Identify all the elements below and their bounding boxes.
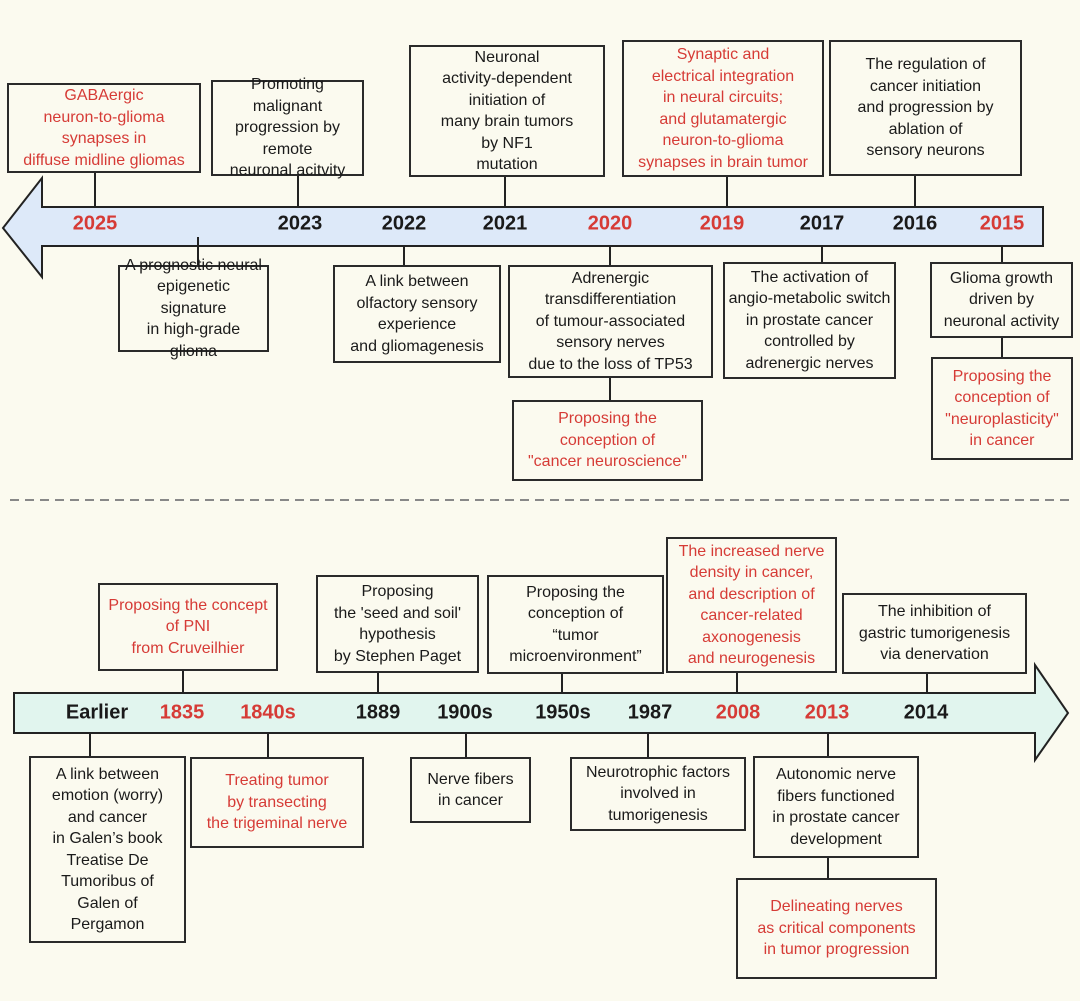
year-label: 1900s	[437, 701, 493, 724]
top-timeline-arrow	[1, 175, 1044, 280]
year-label: 2013	[804, 701, 850, 724]
year-label: 2015	[979, 212, 1025, 235]
event-box: Promoting malignant progression by remot…	[211, 76, 364, 179]
year-label: 2017	[799, 212, 845, 235]
event-box: Proposing the 'seed and soil' hypothesis…	[316, 575, 479, 673]
event-box: Adrenergic transdifferentiation of tumou…	[508, 265, 713, 378]
event-box: Synaptic and electrical integration in n…	[622, 40, 824, 177]
year-label: 1840s	[240, 701, 296, 724]
year-label: 1987	[627, 701, 673, 724]
event-box: Autonomic nerve fibers functioned in pro…	[753, 756, 919, 858]
event-box: Neuronal activity-dependent initiation o…	[409, 45, 605, 177]
year-label: 2019	[699, 212, 745, 235]
connector-lines	[89, 172, 1003, 878]
event-box: The regulation of cancer initiation and …	[829, 40, 1022, 176]
event-box: Neurotrophic factors involved in tumorig…	[570, 757, 746, 831]
event-box: The increased nerve density in cancer, a…	[666, 537, 837, 673]
event-box: Treating tumor by transecting the trigem…	[190, 757, 364, 848]
year-label: 2021	[482, 212, 528, 235]
event-box: Glioma growth driven by neuronal activit…	[930, 262, 1073, 338]
year-label: Earlier	[65, 701, 129, 724]
event-box: Delineating nerves as critical component…	[736, 878, 937, 979]
event-box: Proposing the conception of "cancer neur…	[512, 400, 703, 481]
event-box: Proposing the conception of "neuroplasti…	[931, 357, 1073, 460]
event-box: A prognostic neural epigenetic signature…	[118, 257, 269, 360]
event-box: GABAergic neuron-to-glioma synapses in d…	[7, 83, 201, 173]
year-label: 2023	[277, 212, 323, 235]
year-label: 2016	[892, 212, 938, 235]
event-box: Proposing the concept of PNI from Cruvei…	[98, 583, 278, 671]
event-box: Proposing the conception of “tumor micro…	[487, 575, 664, 674]
year-label: 1950s	[535, 701, 591, 724]
year-label: 2008	[715, 701, 761, 724]
year-label: 1835	[159, 701, 205, 724]
year-label: 2022	[381, 212, 427, 235]
event-box: A link between olfactory sensory experie…	[333, 265, 501, 363]
event-box: Nerve fibers in cancer	[410, 757, 531, 823]
year-label: 2014	[903, 701, 949, 724]
year-label: 2020	[587, 212, 633, 235]
event-box: A link between emotion (worry) and cance…	[29, 756, 186, 943]
event-box: The activation of angio-metabolic switch…	[723, 262, 896, 379]
year-label: 1889	[355, 701, 401, 724]
event-box: The inhibition of gastric tumorigenesis …	[842, 593, 1027, 674]
year-label: 2025	[72, 212, 118, 235]
bottom-timeline-arrow	[13, 661, 1070, 764]
